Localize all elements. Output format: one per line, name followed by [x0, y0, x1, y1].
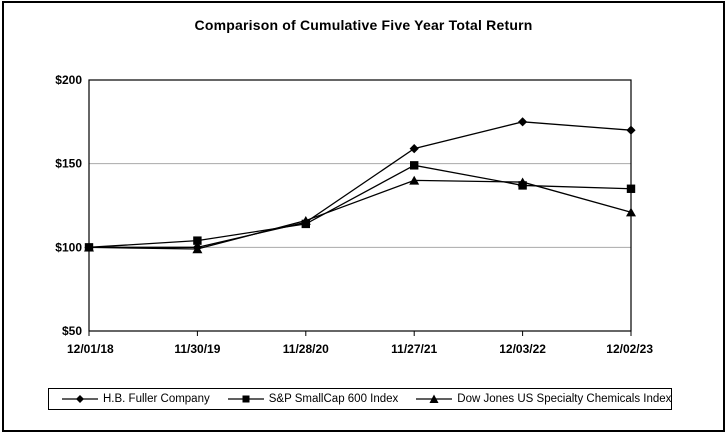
x-tick-label-11-30-19: 11/30/19: [174, 342, 220, 356]
diamond-marker-icon: [62, 395, 98, 403]
x-tick-label-12-03-22: 12/03/22: [499, 342, 546, 356]
y-tick-label-100: $100: [55, 240, 82, 254]
series-marker-s-p-smallcap-600-index-1: [193, 236, 202, 245]
series-marker-h-b-fuller-company-3: [409, 144, 419, 154]
legend-item-h-b-fuller-company: H.B. Fuller Company: [62, 393, 210, 405]
legend-item-dow-jones-us-specialty-chemicals-index: Dow Jones US Specialty Chemicals Index: [416, 393, 671, 405]
chart-title: Comparison of Cumulative Five Year Total…: [194, 17, 533, 33]
x-tick-label-12-02-23: 12/02/23: [606, 342, 653, 356]
y-tick-label-150: $150: [55, 157, 82, 171]
series-marker-dow-jones-us-specialty-chemicals-index-0: [84, 242, 94, 252]
x-tick-label-12-01-18: 12/01/18: [67, 342, 114, 356]
series-line-h-b-fuller-company: [89, 121, 632, 248]
series-marker-dow-jones-us-specialty-chemicals-index-5: [626, 207, 636, 217]
series-line-dow-jones-us-specialty-chemicals-index: [88, 179, 632, 250]
plot-area: $50 $100 $150 $200 12/01/18 11/30/19 11/28/20 1…: [55, 73, 653, 356]
series-marker-dow-jones-us-specialty-chemicals-index-2: [300, 215, 311, 225]
x-tick-label-11-27-21: 11/27/21: [391, 342, 437, 356]
legend-label: H.B. Fuller Company: [103, 393, 210, 405]
series-marker-dow-jones-us-specialty-chemicals-index-3: [409, 175, 420, 185]
series-marker-h-b-fuller-company-4: [518, 117, 528, 127]
x-tick-label-11-28-20: 11/28/20: [283, 342, 329, 356]
square-marker-icon: [227, 395, 264, 403]
series-marker-h-b-fuller-company-5: [626, 125, 636, 135]
series-marker-s-p-smallcap-600-index-3: [410, 161, 419, 170]
series-line-s-p-smallcap-600-index: [88, 164, 632, 248]
legend-item-s-p-smallcap-600-index: S&P SmallCap 600 Index: [227, 393, 399, 405]
triangle-marker-icon: [416, 394, 453, 403]
series-marker-dow-jones-us-specialty-chemicals-index-4: [517, 177, 528, 187]
series-marker-dow-jones-us-specialty-chemicals-index-1: [192, 244, 203, 254]
y-tick-label-50: $50: [62, 324, 82, 338]
series-marker-s-p-smallcap-600-index-5: [626, 184, 636, 193]
legend: H.B. Fuller Company S&P SmallCap 600 Inde…: [48, 388, 672, 410]
plot-border: [88, 79, 632, 332]
legend-label: Dow Jones US Specialty Chemicals Index: [457, 393, 672, 405]
y-tick-label-200: $200: [55, 73, 82, 87]
legend-label: S&P SmallCap 600 Index: [268, 393, 399, 405]
